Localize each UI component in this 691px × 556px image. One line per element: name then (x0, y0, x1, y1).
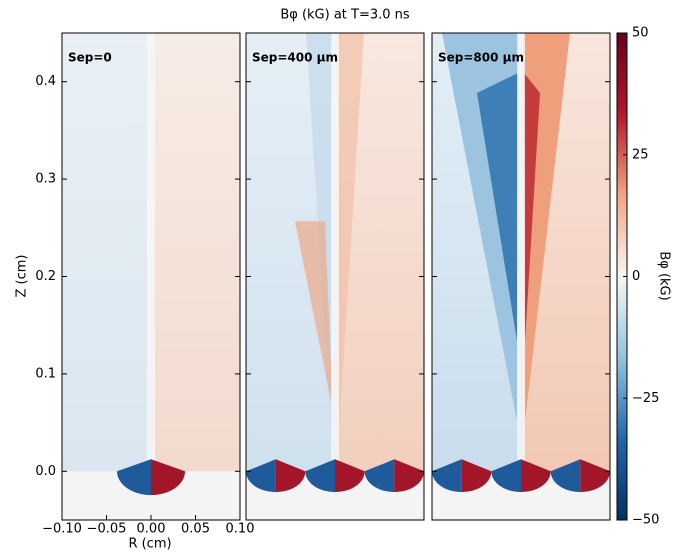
y-tick-label: 0.1 (35, 366, 56, 381)
x-axis-label: R (cm) (128, 537, 171, 552)
figure: Bφ (kG) at T=3.0 ns R (cm) Z (cm) Bφ (kG… (0, 0, 691, 552)
x-tick-label: 0.00 (137, 522, 166, 537)
y-tick-label: 0.0 (35, 464, 56, 479)
field-neg (62, 33, 151, 471)
colorbar-tick-label: −50 (632, 513, 659, 528)
colorbar-tick-label: −25 (632, 391, 659, 406)
chart-title: Bφ (kG) at T=3.0 ns (280, 8, 410, 23)
axis-line (517, 33, 525, 471)
panel-label: Sep=0 (68, 51, 112, 65)
panel-label: Sep=800 μm (438, 51, 524, 65)
y-tick-label: 0.4 (35, 74, 56, 89)
field (432, 33, 610, 520)
panel: Sep=800 μm (432, 33, 610, 520)
axis-line (147, 33, 155, 471)
field (62, 33, 240, 520)
colorbar-tick-label: 50 (632, 26, 649, 41)
panel-label: Sep=400 μm (252, 51, 338, 65)
y-tick-label: 0.2 (35, 269, 56, 284)
y-tick-label: 0.3 (35, 172, 56, 187)
colorbar-tick-label: 0 (632, 269, 640, 284)
field (246, 33, 424, 520)
panel: Sep=400 μm (246, 33, 424, 520)
colorbar-label: Bφ (kG) (657, 251, 672, 300)
colorbar-tick-label: 25 (632, 147, 649, 162)
y-axis-label: Z (cm) (15, 255, 30, 298)
field-pos (151, 33, 240, 471)
x-tick-label: 0.05 (181, 522, 210, 537)
axis-line (331, 33, 339, 471)
x-tick-label: −0.05 (87, 522, 127, 537)
x-tick-label: 0.10 (226, 522, 255, 537)
x-tick-label: −0.10 (42, 522, 82, 537)
panel: Sep=0 0.0 0.1 0.2 0.3 0.4 −0.10 −0.05 0.00 0.05 0.… (35, 33, 254, 537)
